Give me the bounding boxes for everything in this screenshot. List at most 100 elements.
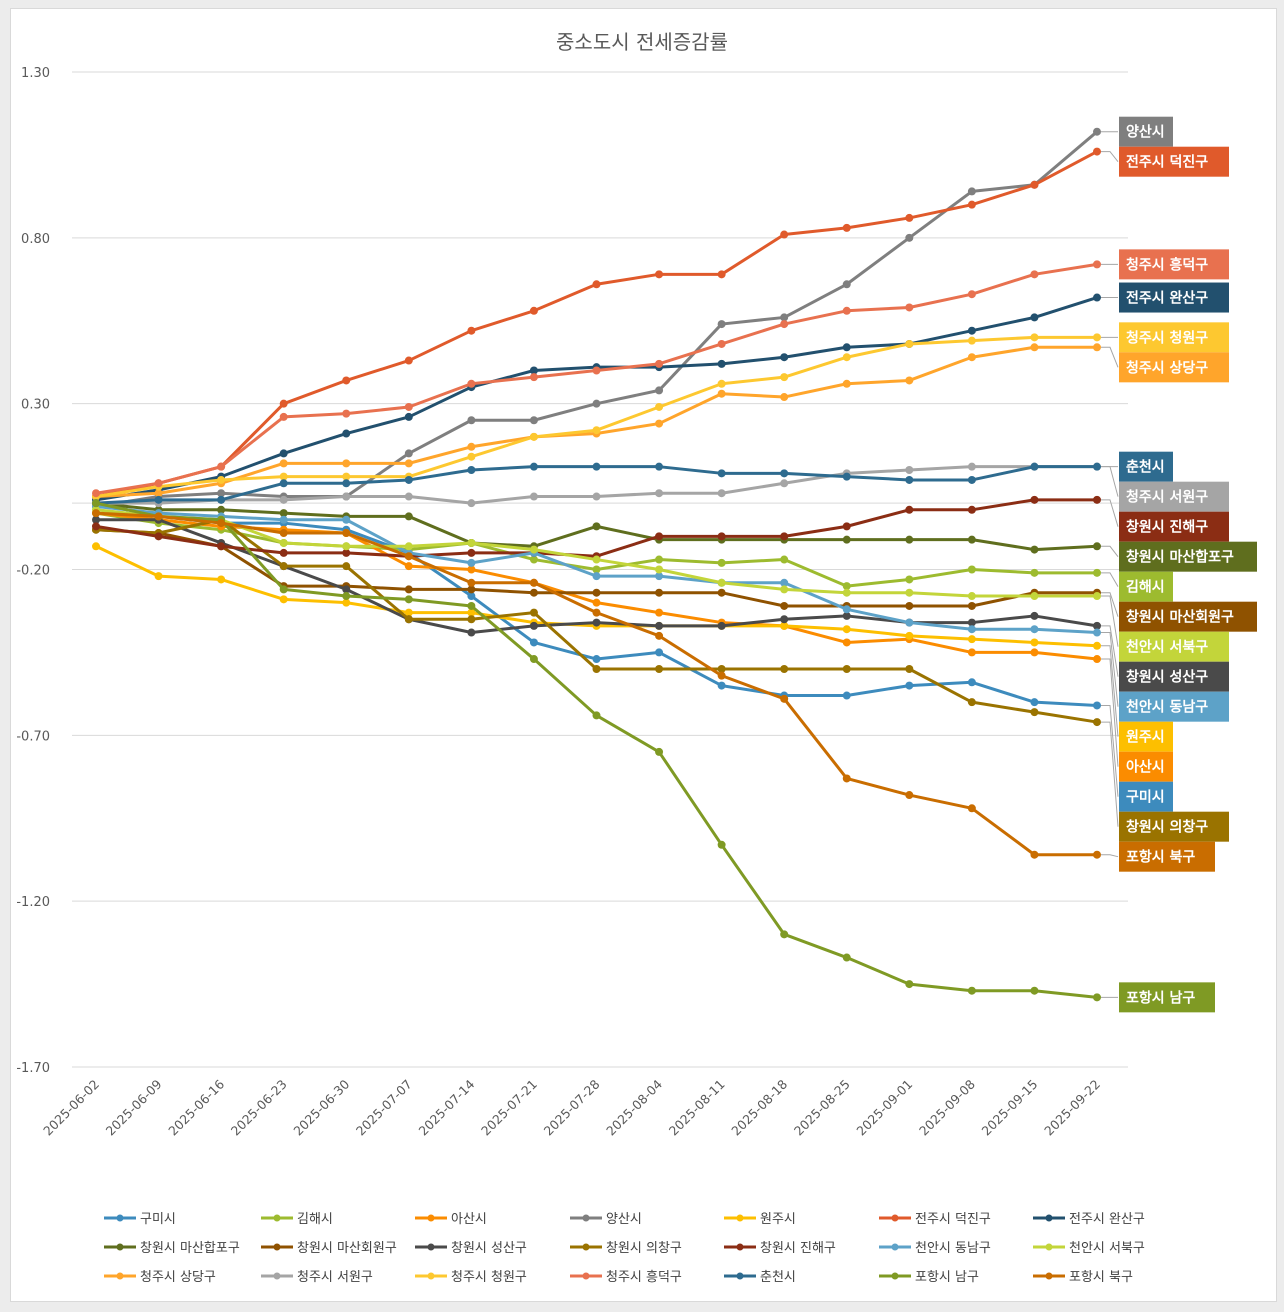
data-point <box>92 509 100 518</box>
data-point <box>842 611 851 620</box>
data-point <box>1093 542 1101 551</box>
data-point <box>967 535 976 544</box>
data-point <box>217 495 226 504</box>
legend-label: 아산시 <box>451 1212 487 1227</box>
legend-label: 포항시 북구 <box>1069 1270 1133 1285</box>
series-line <box>95 262 1098 495</box>
data-point <box>467 416 476 425</box>
legend-item[interactable]: 포항시 북구 <box>1033 1270 1133 1285</box>
data-point <box>279 515 288 524</box>
x-tick-label: 2025-08-11 <box>666 1077 728 1139</box>
legend-item[interactable]: 양산시 <box>570 1212 642 1227</box>
leader-line <box>1101 658 1119 767</box>
data-point <box>967 986 976 995</box>
legend-item[interactable]: 창원시 마산합포구 <box>104 1241 240 1256</box>
legend-item[interactable]: 창원시 진해구 <box>724 1241 836 1256</box>
data-point <box>467 565 476 574</box>
data-point <box>717 270 726 279</box>
legend-marker <box>1045 1214 1053 1222</box>
legend-item[interactable]: 청주시 서원구 <box>261 1270 373 1285</box>
legend-item[interactable]: 창원시 마산회원구 <box>261 1241 397 1256</box>
end-label-box <box>1119 451 1173 482</box>
legend-marker <box>116 1243 124 1251</box>
legend-marker <box>891 1272 899 1280</box>
legend-item[interactable]: 전주시 덕진구 <box>879 1212 991 1227</box>
legend-item[interactable]: 청주시 청원구 <box>415 1270 527 1285</box>
data-point <box>342 529 351 538</box>
data-point <box>905 575 914 584</box>
data-point <box>404 475 413 484</box>
data-point <box>655 402 664 411</box>
leader-line <box>1101 625 1119 677</box>
legend-label: 춘천시 <box>760 1270 796 1285</box>
legend-item[interactable]: 구미시 <box>104 1212 176 1227</box>
series-19 <box>92 499 1101 1002</box>
legend-item[interactable]: 포항시 남구 <box>879 1270 979 1285</box>
data-point <box>780 320 789 329</box>
data-point <box>842 343 851 352</box>
data-point <box>342 479 351 488</box>
data-point <box>780 469 789 478</box>
data-point <box>655 665 664 673</box>
data-point <box>905 303 914 312</box>
data-point <box>842 535 851 544</box>
data-point <box>404 402 413 411</box>
data-point <box>780 373 789 382</box>
data-point <box>1093 718 1101 727</box>
data-point <box>905 376 914 385</box>
legend-item[interactable]: 천안시 동남구 <box>879 1241 991 1256</box>
data-point <box>967 648 976 657</box>
legend-item[interactable]: 김해시 <box>261 1212 333 1227</box>
x-tick-label: 2025-06-02 <box>40 1077 102 1139</box>
data-point <box>592 572 601 581</box>
legend-item[interactable]: 창원시 의창구 <box>570 1241 682 1256</box>
legend-marker <box>116 1272 124 1280</box>
data-point <box>905 665 914 673</box>
legend-item[interactable]: 춘천시 <box>724 1270 796 1285</box>
end-label: 창원시 성산구 <box>1101 625 1229 692</box>
data-point <box>404 562 413 571</box>
data-point <box>967 462 976 471</box>
data-point <box>780 353 789 362</box>
leader-line <box>1101 854 1119 858</box>
legend-item[interactable]: 창원시 성산구 <box>415 1241 527 1256</box>
legend-item[interactable]: 원주시 <box>724 1212 796 1227</box>
legend-item[interactable]: 청주시 흥덕구 <box>570 1270 682 1285</box>
data-point <box>905 601 914 610</box>
end-label-text: 천안시 동남구 <box>1126 699 1208 716</box>
legend-item[interactable]: 아산시 <box>415 1212 487 1227</box>
end-label-text: 청주시 청원구 <box>1126 330 1208 346</box>
data-point <box>467 326 476 335</box>
data-point <box>467 538 476 547</box>
legend-label: 원주시 <box>760 1212 796 1227</box>
data-point <box>1093 592 1101 601</box>
data-point <box>342 562 351 571</box>
data-point <box>780 532 789 541</box>
data-point <box>592 588 601 597</box>
data-point <box>780 393 789 402</box>
end-label-box <box>1119 982 1215 1013</box>
legend-label: 김해시 <box>297 1212 333 1227</box>
end-label-text: 창원시 의창구 <box>1126 819 1208 836</box>
data-point <box>655 462 664 471</box>
data-point <box>154 512 163 521</box>
legend-item[interactable]: 청주시 상당구 <box>104 1270 216 1285</box>
legend-marker <box>736 1272 744 1280</box>
series-17 <box>92 260 1101 498</box>
x-axis-ticks: 2025-06-02 2025-06-09 2025-06-16 2025-06-23… <box>40 1076 1103 1138</box>
end-label-box <box>1119 781 1173 812</box>
data-point <box>154 572 163 581</box>
data-point <box>404 459 413 468</box>
data-point <box>279 562 288 571</box>
data-point <box>404 615 413 624</box>
data-point <box>780 601 789 610</box>
data-point <box>592 366 601 375</box>
legend-item[interactable]: 천안시 서북구 <box>1033 1241 1145 1256</box>
legend-label: 전주시 덕진구 <box>915 1212 991 1227</box>
legend-item[interactable]: 전주시 완산구 <box>1033 1212 1145 1227</box>
data-point <box>780 555 789 564</box>
end-label-text: 창원시 성산구 <box>1126 669 1208 686</box>
data-point <box>342 542 351 551</box>
end-label: 양산시 <box>1101 116 1173 147</box>
data-point <box>842 588 851 597</box>
